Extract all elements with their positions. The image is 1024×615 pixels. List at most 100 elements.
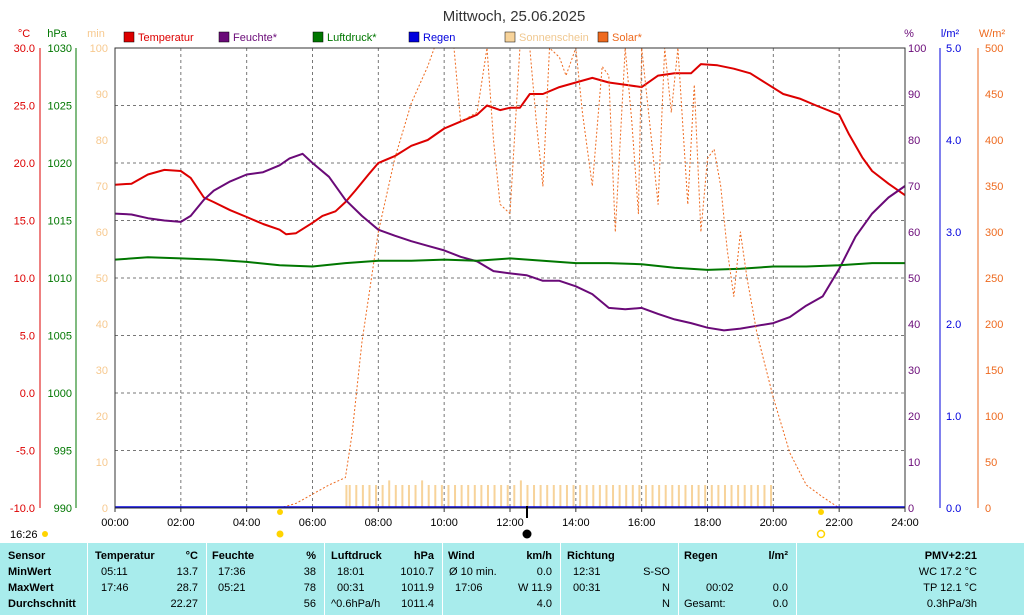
col-divider: [87, 543, 88, 615]
sunshine-bar: [691, 485, 694, 508]
time-tick-label: 12:00: [496, 517, 524, 529]
time-tick-label: 16:00: [628, 517, 656, 529]
col-divider: [678, 543, 679, 615]
row-min-label: MinWert: [8, 566, 52, 578]
sunshine-bar: [605, 485, 608, 508]
legend: Temperatur Feuchte* Luftdruck* Regen Sonnens…: [123, 31, 643, 44]
hum-tick-label: 100: [908, 43, 926, 55]
sun-tick-label: 40: [96, 319, 108, 331]
row-max-dir-val: N: [662, 582, 670, 594]
sunshine-bar: [717, 485, 720, 508]
row-min-temp-val: 13.7: [176, 566, 198, 578]
sunshine-bar: [638, 485, 641, 508]
time-label: 16:26: [10, 529, 38, 541]
sun-tick-label: 0: [102, 503, 108, 515]
sun-tick-label: 30: [96, 365, 108, 377]
legend-label: Solar*: [612, 32, 643, 44]
hdr-hum-unit: %: [306, 550, 316, 562]
sunshine-bar: [414, 485, 417, 508]
time-tick-label: 06:00: [299, 517, 327, 529]
row-avg-hum-val: 56: [303, 598, 316, 610]
sunshine-bar: [664, 485, 667, 508]
sunshine-bar: [368, 485, 371, 508]
moon-phase-icon: [522, 529, 532, 539]
sunset-marker-icon: [818, 509, 824, 515]
sunshine-bar: [388, 480, 391, 508]
series-lines: [114, 47, 906, 509]
rain-tick-label: 4.0: [946, 135, 961, 147]
temp-tick-label: 10.0: [14, 273, 35, 285]
temp-tick-label: 20.0: [14, 158, 35, 170]
sunshine-bar: [723, 485, 726, 508]
row-avg-press-time: ^0.6hPa/h: [331, 598, 381, 610]
solar-tick-label: 100: [985, 411, 1003, 423]
sunshine-bar: [559, 485, 562, 508]
pressure-tick-label: 1005: [48, 331, 72, 343]
sunshine-bar: [421, 480, 424, 508]
rain-tick-label: 1.0: [946, 411, 961, 423]
sunshine-bar: [440, 485, 443, 508]
row-avg-dir-val: N: [662, 598, 670, 610]
solar-tick-label: 0: [985, 503, 991, 515]
legend-label: Temperatur: [138, 32, 194, 44]
sunshine-bar: [480, 485, 483, 508]
legend-swatch: [504, 31, 516, 43]
sunshine-bar: [513, 485, 516, 508]
solar-line: [279, 47, 840, 509]
sunshine-bar: [677, 485, 680, 508]
solar-tick-label: 200: [985, 319, 1003, 331]
pressure-tick-label: 995: [54, 446, 72, 458]
solar-tick-label: 250: [985, 273, 1003, 285]
sunshine-bar: [460, 485, 463, 508]
solar-tick-label: 450: [985, 89, 1003, 101]
hdr-wind-unit: km/h: [526, 550, 552, 562]
hdr-wind: Wind: [448, 550, 475, 562]
rain-tick-label: 0.0: [946, 503, 961, 515]
hum-tick-label: 90: [908, 89, 920, 101]
solar-tick-label: 350: [985, 181, 1003, 193]
sunshine-bar: [427, 485, 430, 508]
sun-tick-label: 90: [96, 89, 108, 101]
grid: [115, 48, 905, 508]
row-max-press-val: 1011.9: [401, 582, 434, 594]
sunshine-bar: [467, 485, 470, 508]
row-min-dir-time: 12:31: [573, 566, 601, 578]
row-min-dir-val: S-SO: [643, 566, 670, 578]
sunshine-bar: [434, 485, 437, 508]
sunshine-bar: [756, 485, 759, 508]
sunshine-bar: [546, 485, 549, 508]
sunshine-bar: [401, 485, 404, 508]
row-max-rain-time: 00:02: [706, 582, 734, 594]
sunshine-bar: [394, 485, 397, 508]
hdr-rain-unit: l/m²: [768, 550, 788, 562]
hum-tick-label: 70: [908, 181, 920, 193]
row-avg-rain-time: Gesamt:: [684, 598, 726, 610]
sun-tick-label: 80: [96, 135, 108, 147]
temp-tick-label: 15.0: [14, 216, 35, 228]
row-max-rain-val: 0.0: [772, 582, 788, 594]
pressure-tick-label: 1000: [48, 388, 72, 400]
time-tick-label: 00:00: [101, 517, 129, 529]
row-avg-temp-val: 22.27: [170, 598, 198, 610]
time-dot-icon: [42, 531, 48, 537]
sunshine-bar: [519, 480, 522, 508]
row-max-wind-time: 17:06: [455, 582, 483, 594]
sunset-dot-icon: [816, 529, 826, 539]
time-tick-label: 20:00: [760, 517, 788, 529]
hum-tick-label: 20: [908, 411, 920, 423]
sunshine-bars: [345, 480, 773, 508]
legend-label: Feuchte*: [233, 32, 278, 44]
pressure-tick-label: 1020: [48, 158, 72, 170]
sunshine-bar: [644, 485, 647, 508]
hum-tick-label: 80: [908, 135, 920, 147]
sunshine-bar: [651, 485, 654, 508]
rain-axis-unit: l/m²: [941, 28, 960, 40]
sunshine-bar: [737, 485, 740, 508]
sunshine-bar: [631, 485, 634, 508]
stats-panel: Sensor Temperatur °C Feuchte % Luftdruck…: [0, 543, 1024, 615]
hdr-rain: Regen: [684, 550, 718, 562]
rain-tick-label: 2.0: [946, 319, 961, 331]
hdr-temp-unit: °C: [185, 550, 198, 562]
sunshine-bar: [500, 485, 503, 508]
row-min-wind-time: Ø 10 min.: [449, 566, 497, 578]
